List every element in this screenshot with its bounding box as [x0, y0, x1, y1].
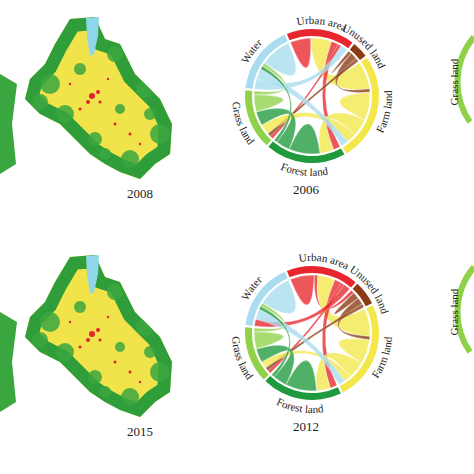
map-urban-patch: [69, 321, 71, 323]
map-urban-patch: [89, 93, 95, 99]
sector-label-path: Forest land: [275, 395, 325, 415]
map-urban-patch: [79, 108, 82, 111]
partial-panel: Grass land: [448, 37, 474, 122]
sector-label: Water: [238, 273, 264, 302]
map-forest-patch: [144, 346, 156, 358]
map-urban-patch: [107, 316, 109, 318]
map-forest-patch: [56, 343, 74, 361]
ribbon: [254, 95, 284, 112]
sector-label: Forest land: [275, 395, 325, 415]
map-forest-patch: [99, 386, 111, 398]
ribbon: [254, 332, 284, 349]
sector-label-path: Grass land: [230, 336, 256, 382]
map-forest-patch: [121, 150, 139, 168]
map-urban-patch: [114, 361, 117, 364]
map-forest-patch: [99, 148, 111, 160]
figure: 2008 2015 Urban areaUnused landFarm landFo…: [0, 0, 474, 474]
map-partial: [0, 74, 17, 174]
sector-label: Forest land: [279, 160, 329, 178]
map-forest-patch: [121, 388, 139, 406]
ribbons: [254, 38, 370, 154]
map-urban-patch: [86, 338, 90, 342]
map: 2015: [0, 255, 172, 439]
chord-diagram: Urban areaUnused landFarm landForest lan…: [230, 14, 394, 197]
map-urban-patch: [69, 83, 71, 85]
sector-label: Farm land: [369, 336, 394, 381]
map-urban-patch: [139, 143, 141, 145]
map-urban-patch: [96, 90, 100, 94]
map: 2008: [0, 17, 172, 201]
map-forest-patch: [136, 318, 154, 336]
sector-label: Urban area: [298, 251, 351, 272]
sector-arc: [265, 376, 340, 400]
map-caption: 2008: [127, 186, 153, 201]
map-urban-patch: [96, 328, 100, 332]
map-forest-patch: [56, 105, 74, 123]
sector-label-path: Farm land: [374, 90, 394, 135]
sector-label-path: Forest land: [279, 160, 329, 178]
sector-label-path: Water: [238, 273, 264, 302]
sector-label-path: Urban area: [298, 251, 351, 272]
map-urban-patch: [139, 381, 141, 383]
map-urban-patch: [129, 133, 132, 136]
map-caption: 2015: [127, 424, 153, 439]
map-forest-patch: [150, 362, 170, 382]
sector-label: Grass land: [230, 336, 256, 382]
sector-label-path: Grass land: [230, 101, 257, 147]
map-partial: [0, 312, 17, 412]
map-forest-patch: [40, 74, 60, 94]
map-water: [86, 255, 99, 294]
partial-label: Grass land: [448, 58, 460, 105]
sector-label-path: Urban area: [296, 14, 349, 34]
sector-arc: [268, 142, 344, 163]
map-urban-patch: [114, 123, 117, 126]
map-forest-patch: [88, 132, 102, 146]
sector-arc: [340, 305, 379, 392]
map-urban-patch: [79, 346, 82, 349]
sector-label: Water: [238, 36, 264, 65]
sector-label: Urban area: [296, 14, 349, 34]
chord-caption: 2006: [293, 182, 320, 197]
map-base: [25, 255, 172, 417]
map-urban-patch: [99, 339, 102, 342]
partial-label: Grass land: [448, 288, 460, 335]
map-forest-patch: [74, 63, 86, 75]
map-forest-patch: [115, 342, 125, 352]
map-urban-patch: [89, 331, 95, 337]
map-forest-patch: [107, 46, 123, 62]
map-cover: [25, 255, 172, 417]
map-forest-patch: [32, 332, 48, 348]
ribbons: [254, 275, 370, 391]
map-forest-patch: [136, 80, 154, 98]
map-forest-band: [25, 255, 172, 417]
map-urban-patch: [107, 78, 109, 80]
map-urban-patch: [86, 100, 90, 104]
sector-label: Farm land: [374, 90, 394, 135]
map-forest-patch: [32, 94, 48, 110]
map-forest-patch: [115, 104, 125, 114]
map-forest-patch: [144, 108, 156, 120]
map-forest-patch: [88, 370, 102, 384]
map-base: [25, 17, 172, 179]
sector-label-path: Water: [238, 36, 264, 65]
chord-diagram: Urban areaUnused landFarm landForest lan…: [230, 251, 394, 434]
map-forest-patch: [150, 124, 170, 144]
map-cover: [25, 17, 172, 179]
chord-caption: 2012: [293, 419, 319, 434]
map-urban-patch: [99, 101, 102, 104]
sector-label-path: Farm land: [369, 336, 394, 381]
sector-arc: [343, 58, 379, 154]
map-water: [86, 17, 99, 56]
map-urban-patch: [129, 371, 132, 374]
map-forest-patch: [74, 301, 86, 313]
partial-panel: Grass land: [448, 267, 474, 352]
sector-label: Grass land: [230, 101, 257, 147]
map-forest-patch: [40, 312, 60, 332]
map-forest-patch: [107, 284, 123, 300]
map-forest-band: [25, 17, 172, 179]
